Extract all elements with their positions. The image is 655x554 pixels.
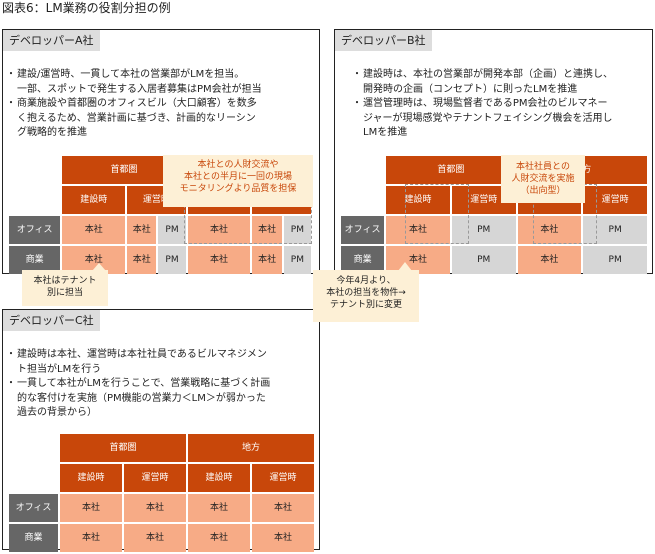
corner-cell (9, 464, 58, 492)
row-header-retail: 商業 (9, 246, 61, 274)
cell-pm: PM (583, 216, 647, 244)
bullet-text: 商業施設や首都圏のオフィスビル（大口顧客）を数多 く抱えるため、営業計画に基づき… (17, 98, 257, 139)
bullet-item: 一貫して本社がLMを行うことで、営業戦略に基づく計画 的な客付けを実施（PM機能… (6, 377, 315, 421)
phase-header-construction: 建設時 (386, 186, 450, 214)
row-header-retail: 商業 (341, 246, 385, 274)
cell-hq: 本社 (60, 524, 122, 552)
corner-cell (9, 434, 58, 462)
cell-hq: 本社 (62, 216, 126, 244)
cell-hq: 本社 (188, 494, 251, 522)
cell-hq: 本社 (60, 494, 122, 522)
corner-cell (341, 186, 384, 214)
row-header-retail: 商業 (9, 524, 58, 552)
phase-header-construction: 建設時 (62, 186, 126, 214)
bullet-item: 建設/運営時、一貫して本社の営業部がLMを担当。 一部、スポットで発生する入居者… (6, 68, 315, 97)
panel-c-title: デベロッパーC社 (3, 310, 100, 331)
note-tenant-assignment: 本社はテナント 別に担当 (22, 270, 108, 306)
area-header-metro: 首都圏 (60, 434, 187, 462)
corner-cell (341, 156, 384, 184)
bullet-item: 商業施設や首都圏のオフィスビル（大口顧客）を数多 く抱えるため、営業計画に基づき… (6, 97, 315, 141)
phase-header-construction: 建設時 (188, 464, 251, 492)
panel-c-table: 首都圏 地方 建設時 運営時 建設時 運営時 オフィス 本社 本社 本社 本社 … (7, 432, 316, 554)
panel-a-bullets: 建設/運営時、一貫して本社の営業部がLMを担当。 一部、スポットで発生する入居者… (6, 68, 315, 141)
note-april-change: 今年4月より、 本社の担当を物件→ テナント別に変更 (313, 270, 419, 322)
bullet-text: 建設時は本社、運営時は本社社員であるビルマネジメン ト担当がLMを行う (17, 349, 267, 375)
panel-c-bullets: 建設時は本社、運営時は本社社員であるビルマネジメン ト担当がLMを行う 一貫して… (6, 348, 315, 421)
panel-a-title: デベロッパーA社 (3, 30, 100, 51)
bullet-item: 建設時は、本社の営業部が開発本部（企画）と連携し、 開発時の企画（コンセプト）に… (352, 68, 651, 97)
callout-hr-exchange: 本社との人財交流や 本社との半月に一回の現場 モニタリングより品質を担保 (163, 155, 313, 207)
bullet-text: 建設時は、本社の営業部が開発本部（企画）と連携し、 開発時の企画（コンセプト）に… (363, 69, 613, 95)
corner-cell (9, 156, 60, 184)
cell-hq: 本社 (187, 246, 251, 274)
cell-hq: 本社 (124, 524, 187, 552)
cell-pm: PM (158, 246, 186, 274)
cell-hq: 本社 (188, 524, 251, 552)
bullet-text: 一貫して本社がLMを行うことで、営業戦略に基づく計画 的な客付けを実施（PM機能… (17, 378, 271, 419)
figure-title: 図表6：LM業務の役割分担の例 (2, 1, 171, 15)
bullet-text: 運営管理時は、現場監督者であるPM会社のビルマネー ジャーが現場感覚やテナントフ… (363, 98, 613, 139)
phase-header-operation: 運営時 (583, 186, 647, 214)
area-header-metro: 首都圏 (386, 156, 516, 184)
cell-hq: 本社 (386, 216, 450, 244)
cell-hq: 本社 (124, 494, 187, 522)
cell-pm: PM (283, 216, 311, 244)
dashed-highlight (405, 184, 469, 244)
panel-b-title: デベロッパーB社 (335, 30, 432, 51)
panel-developer-c: デベロッパーC社 建設時は本社、運営時は本社社員であるビルマネジメン ト担当がL… (2, 309, 320, 552)
cell-hq: 本社 (252, 216, 282, 244)
cell-hq: 本社 (127, 216, 157, 244)
bullet-text: 建設/運営時、一貫して本社の営業部がLMを担当。 一部、スポットで発生する入居者… (17, 69, 262, 95)
phase-header-operation: 運営時 (252, 464, 315, 492)
cell-pm: PM (451, 246, 516, 274)
row-header-office: オフィス (9, 494, 58, 522)
cell-hq: 本社 (127, 246, 157, 274)
cell-hq: 本社 (252, 524, 315, 552)
cell-pm: PM (583, 246, 647, 274)
cell-hq: 本社 (517, 246, 582, 274)
panel-developer-a: デベロッパーA社 建設/運営時、一貫して本社の営業部がLMを担当。 一部、スポッ… (2, 29, 320, 274)
phase-header-construction: 建設時 (60, 464, 122, 492)
note-pointer (398, 262, 412, 271)
cell-pm: PM (158, 216, 186, 244)
cell-pm: PM (283, 246, 311, 274)
callout-secondment: 本社社員との 人財交流を実施 （出向型） (501, 155, 585, 203)
bullet-item: 建設時は本社、運営時は本社社員であるビルマネジメン ト担当がLMを行う (6, 348, 315, 377)
phase-header-operation: 運営時 (124, 464, 187, 492)
area-header-local: 地方 (188, 434, 315, 462)
cell-hq: 本社 (517, 216, 582, 244)
cell-hq: 本社 (386, 246, 450, 274)
cell-hq: 本社 (252, 246, 282, 274)
note-pointer (92, 263, 106, 271)
row-header-office: オフィス (341, 216, 385, 244)
corner-cell (9, 186, 60, 214)
row-header-office: オフィス (9, 216, 61, 244)
cell-hq: 本社 (252, 494, 315, 522)
bullet-item: 運営管理時は、現場監督者であるPM会社のビルマネー ジャーが現場感覚やテナントフ… (352, 97, 651, 141)
panel-developer-b: デベロッパーB社 建設時は、本社の営業部が開発本部（企画）と連携し、 開発時の企… (334, 29, 653, 274)
panel-b-bullets: 建設時は、本社の営業部が開発本部（企画）と連携し、 開発時の企画（コンセプト）に… (352, 68, 651, 141)
cell-hq: 本社 (187, 216, 251, 244)
cell-pm: PM (451, 216, 516, 244)
panel-b-table: 首都圏 地方 建設時 運営時 建設時 運営時 オフィス 本社 PM 本社 PM … (339, 154, 649, 276)
